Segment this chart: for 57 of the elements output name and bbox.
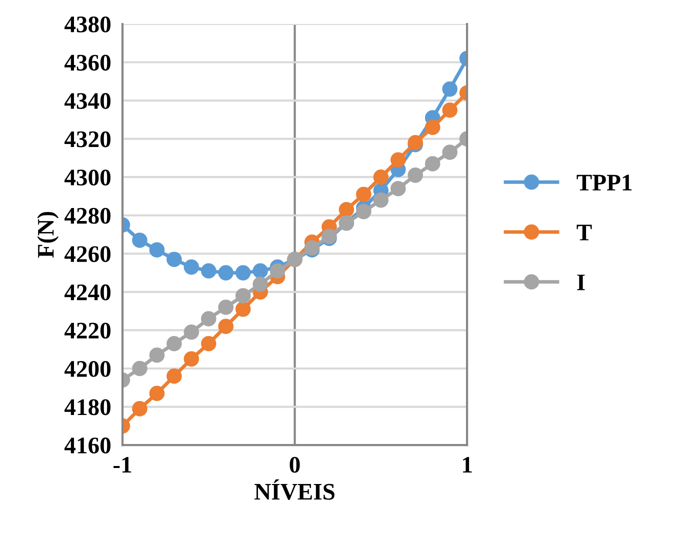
point [166,252,182,268]
x-tick-label: 1 [463,456,472,473]
point [184,351,200,367]
point [252,276,268,292]
point [149,242,165,258]
y-tick-label: 4360 [64,54,110,71]
point [424,156,440,172]
point [184,259,200,275]
point [235,288,251,304]
y-tick-label: 4180 [64,399,110,416]
point [166,336,182,352]
point [166,368,182,384]
point [218,318,234,334]
y-axis-title: F(N) [37,212,59,258]
legend-label: TPP1 [576,174,632,190]
point [132,232,148,248]
y-tick-label: 4380 [64,16,110,32]
point [356,204,372,220]
point [218,300,234,315]
point [373,192,389,208]
point [184,324,200,340]
point [149,386,165,402]
y-tick-label: 4160 [64,438,110,454]
y-tick-label: 4300 [64,170,110,186]
point [270,263,286,279]
y-tick-label: 4200 [64,360,110,377]
point [200,336,216,352]
legend-label: T [576,224,592,240]
point [442,144,458,160]
point [390,180,406,196]
point [132,360,148,376]
x-tick-label: 0 [290,456,300,473]
point [252,263,268,279]
y-tick-label: 4220 [64,322,110,339]
point [373,169,389,185]
y-tick-label: 4320 [64,131,110,148]
legend-label: I [577,274,585,290]
y-tick-label: 4280 [64,208,110,224]
y-tick-label: 4240 [64,284,110,300]
point [442,102,458,118]
point [235,302,251,317]
point [149,347,165,363]
point [200,263,216,279]
x-tick-label: -1 [114,456,132,473]
point [338,202,354,218]
y-tick-label: 4340 [64,93,110,109]
point [356,186,372,202]
point [235,265,251,280]
x-axis-title: NÍVEIS [254,479,334,500]
point [424,120,440,135]
point [390,152,406,168]
point [442,81,458,97]
point [218,265,234,280]
y-tick-label: 4260 [64,246,110,262]
point [132,401,148,416]
point [200,311,216,326]
point [408,168,424,183]
